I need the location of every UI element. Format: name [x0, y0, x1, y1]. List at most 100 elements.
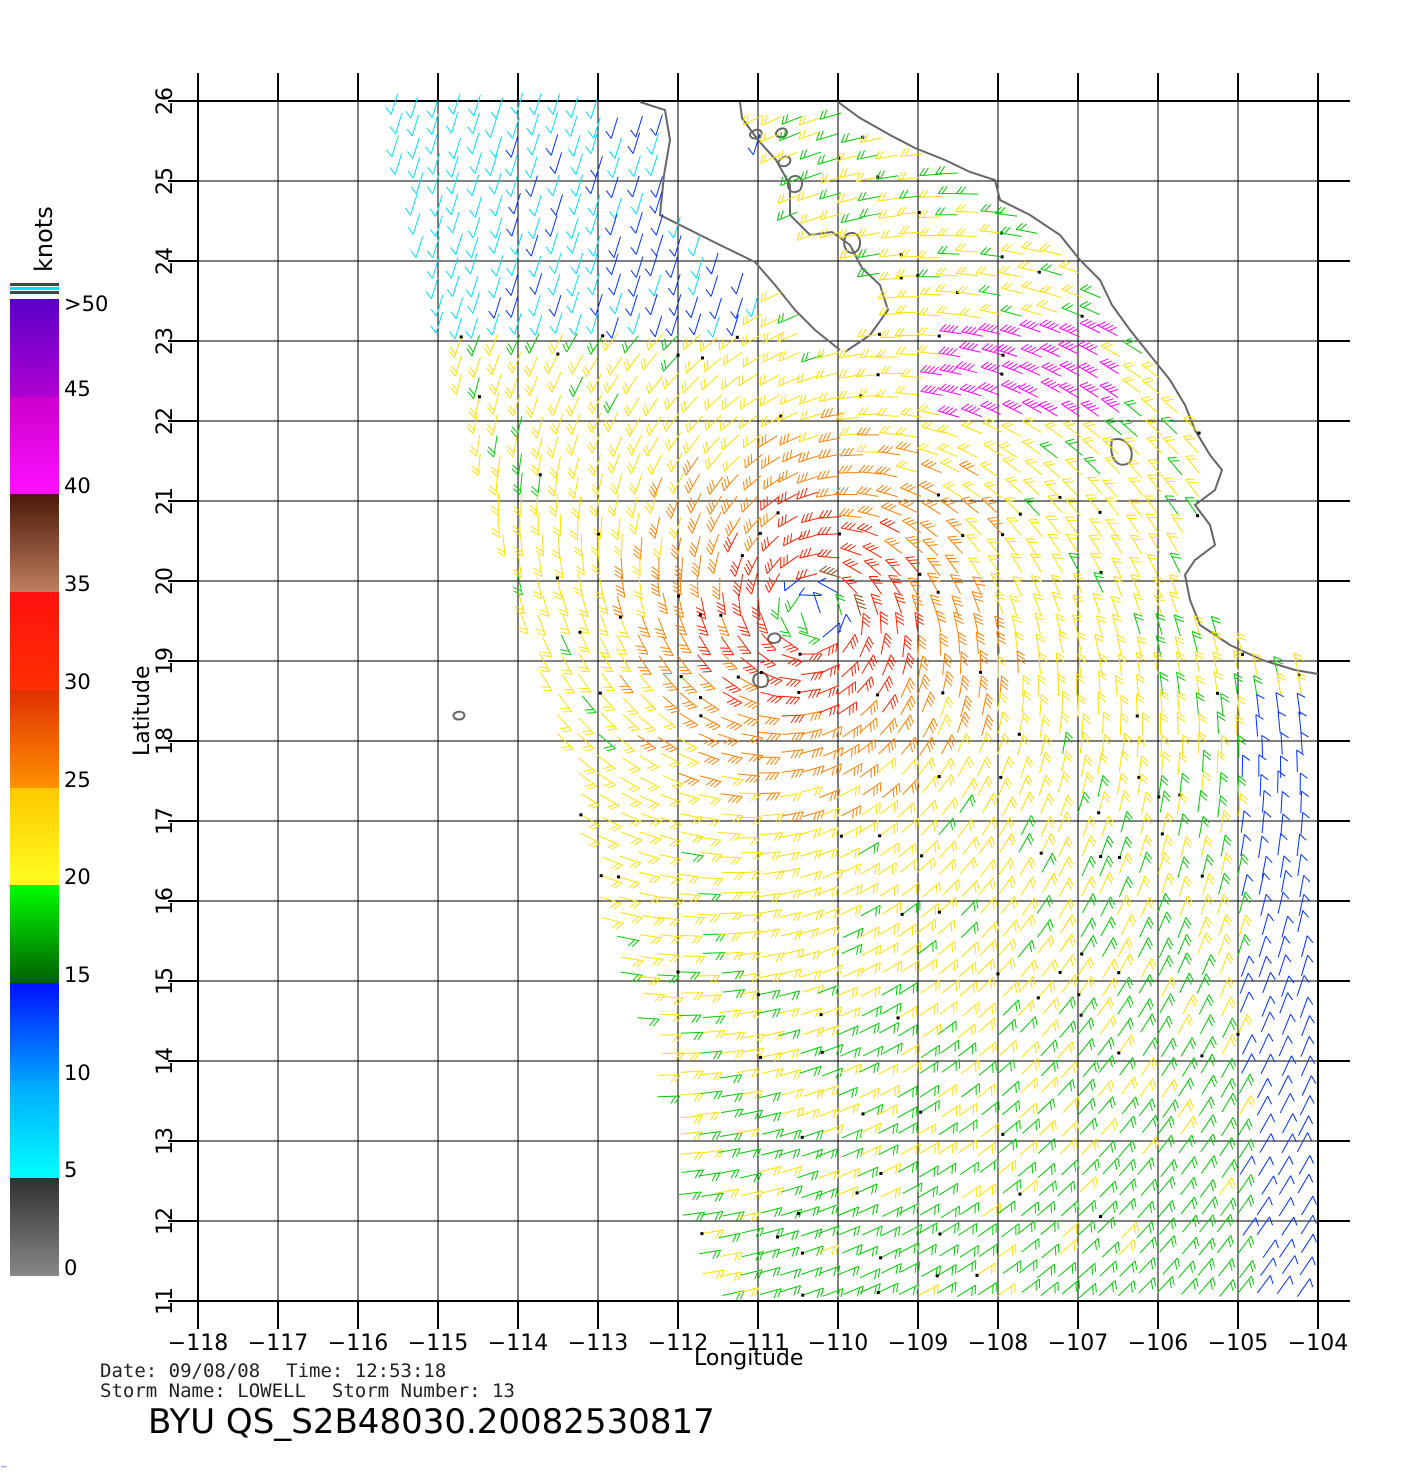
wind-barb — [1238, 1174, 1255, 1193]
wind-barb — [801, 1148, 823, 1160]
wind-barb — [617, 935, 640, 948]
wind-barb — [859, 636, 874, 658]
wind-barb — [720, 1251, 743, 1262]
wind-barb — [1163, 477, 1179, 497]
wind-barb — [568, 314, 582, 336]
wind-barb — [1261, 913, 1275, 936]
wind-barb — [818, 509, 841, 519]
wind-barb — [466, 174, 480, 197]
wind-barb — [856, 522, 879, 537]
wind-barb — [905, 556, 922, 576]
wind-barb — [621, 335, 639, 354]
wind-barb — [1022, 438, 1041, 455]
wind-barb — [938, 1122, 958, 1136]
rain-flag — [556, 352, 560, 356]
wind-barb — [739, 913, 763, 923]
wind-barb — [819, 907, 841, 919]
wind-barb — [1232, 650, 1243, 673]
wind-barb — [1110, 595, 1122, 618]
wind-barb — [860, 1145, 882, 1157]
wind-barb — [638, 975, 661, 986]
wind-barb — [878, 1063, 899, 1075]
wind-barb — [1019, 856, 1035, 877]
wind-barb — [958, 1102, 978, 1117]
wind-barb — [1261, 995, 1276, 1017]
wind-barb — [996, 1059, 1015, 1075]
wind-barb — [469, 434, 481, 457]
wind-barb — [629, 473, 643, 496]
wind-barb — [529, 273, 543, 295]
wind-barb — [719, 416, 738, 432]
wind-barb — [603, 411, 619, 433]
rain-flag — [1117, 971, 1121, 975]
wind-barb — [1140, 396, 1159, 414]
wind-barb — [1040, 1076, 1059, 1093]
wind-barb — [1034, 612, 1045, 635]
wind-barb — [764, 556, 782, 575]
wind-barb — [1159, 993, 1175, 1014]
wind-barb — [797, 927, 819, 939]
wind-barb — [549, 252, 562, 274]
wind-barb — [959, 1244, 979, 1258]
wind-barb — [1020, 756, 1034, 778]
wind-barb — [878, 1122, 899, 1135]
wind-barb — [619, 674, 634, 694]
wind-barb — [726, 314, 739, 336]
wind-barb — [640, 693, 657, 712]
wind-barb — [1047, 494, 1063, 513]
wind-barb — [698, 1130, 722, 1141]
wind-barb — [1220, 1058, 1237, 1078]
wind-barb — [1299, 874, 1311, 898]
wind-barb — [721, 473, 739, 492]
wind-barb — [879, 329, 903, 339]
wind-barb — [999, 226, 1022, 237]
wind-barb — [751, 597, 761, 621]
wind-barb — [1037, 935, 1055, 954]
wind-barb — [640, 812, 662, 827]
rain-flag — [861, 1112, 865, 1116]
wind-barb — [1138, 1277, 1156, 1294]
wind-barb — [644, 492, 658, 514]
wind-barb — [960, 921, 979, 938]
wind-barb — [1139, 916, 1154, 938]
wind-barb — [551, 536, 561, 559]
wind-barb — [1198, 1237, 1216, 1256]
rain-flag — [1079, 1013, 1083, 1017]
wind-barbs — [385, 92, 1318, 1301]
wind-barb — [1176, 691, 1186, 714]
wind-barb — [958, 1119, 978, 1133]
rain-flag — [837, 156, 841, 160]
wind-barb — [1166, 532, 1179, 553]
wind-barb — [762, 1030, 785, 1041]
wind-barb — [662, 413, 680, 432]
wind-barb — [389, 153, 403, 175]
wind-barb — [1051, 553, 1064, 574]
wind-barb — [650, 574, 660, 597]
wind-barb — [1301, 1015, 1315, 1037]
wind-barb — [688, 313, 702, 336]
wind-barb — [663, 392, 681, 410]
wind-barb — [1176, 671, 1186, 694]
wind-barb — [1017, 939, 1035, 958]
wind-barb — [916, 250, 940, 259]
rain-flag — [916, 274, 920, 278]
wind-barb — [681, 1092, 704, 1102]
wind-barb — [1030, 553, 1042, 573]
wind-barb — [999, 833, 1016, 853]
wind-barb — [568, 376, 584, 398]
wind-barb — [526, 114, 540, 136]
wind-barb — [1001, 1223, 1020, 1238]
wind-barb — [1281, 975, 1295, 997]
wind-barb — [1201, 954, 1216, 975]
wind-barb — [1260, 1011, 1275, 1033]
rain-flag — [1058, 970, 1062, 974]
wind-barb — [1116, 772, 1129, 795]
coastline-segment — [777, 155, 792, 168]
wind-barb — [901, 817, 920, 834]
wind-barb — [1098, 1055, 1116, 1073]
wind-barb — [956, 732, 972, 754]
wind-barb — [978, 732, 993, 754]
rain-flag — [538, 473, 542, 477]
wind-barb — [552, 514, 562, 537]
wind-barb — [506, 334, 521, 356]
